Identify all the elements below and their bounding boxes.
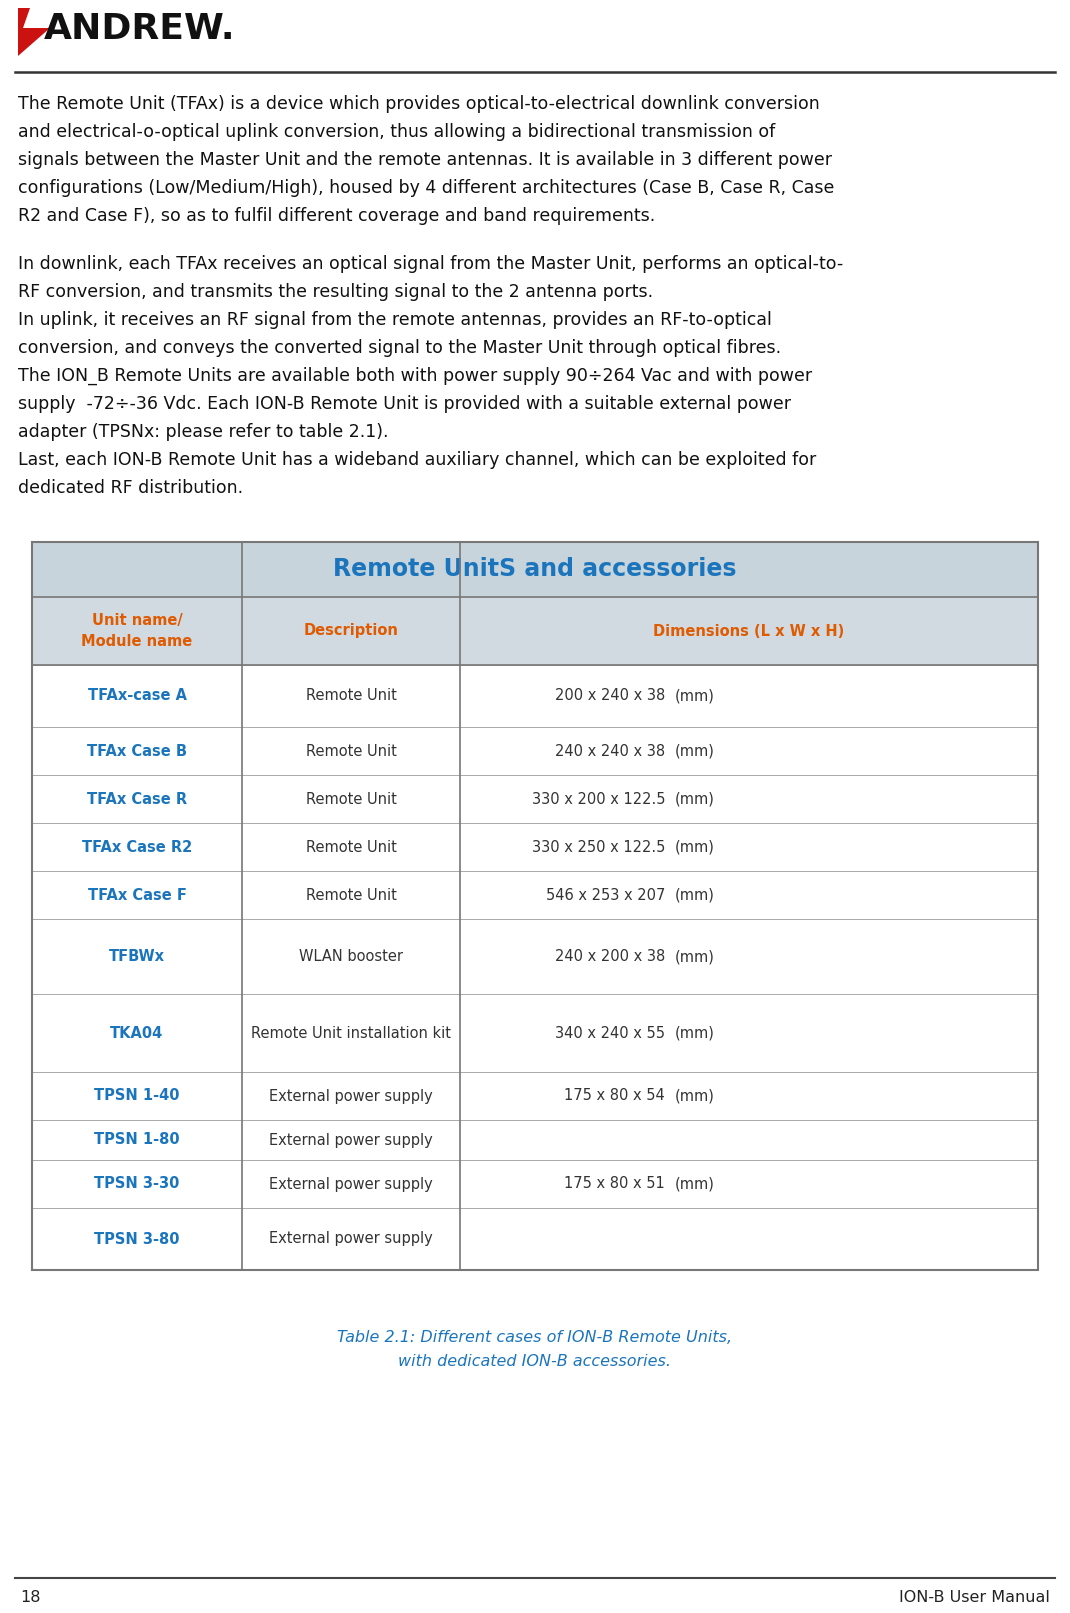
Text: Last, each ION-B Remote Unit has a wideband auxiliary channel, which can be expl: Last, each ION-B Remote Unit has a wideb…: [18, 452, 816, 469]
Text: Remote Unit: Remote Unit: [306, 792, 397, 806]
Text: (mm): (mm): [675, 792, 715, 806]
Text: Remote Unit: Remote Unit: [306, 887, 397, 903]
Text: RF conversion, and transmits the resulting signal to the 2 antenna ports.: RF conversion, and transmits the resulti…: [18, 282, 653, 302]
Text: WLAN booster: WLAN booster: [299, 948, 403, 965]
Text: 175 x 80 x 51: 175 x 80 x 51: [564, 1176, 664, 1192]
Text: 18: 18: [20, 1590, 41, 1605]
Text: conversion, and conveys the converted signal to the Master Unit through optical : conversion, and conveys the converted si…: [18, 339, 781, 356]
Text: Unit name/
Module name: Unit name/ Module name: [81, 613, 193, 648]
Text: Table 2.1: Different cases of ION-B Remote Units,: Table 2.1: Different cases of ION-B Remo…: [337, 1331, 733, 1345]
Text: 546 x 253 x 207: 546 x 253 x 207: [546, 887, 664, 903]
Text: Remote Unit: Remote Unit: [306, 689, 397, 703]
Bar: [32, 542, 1038, 1269]
Text: External power supply: External power supply: [270, 1176, 433, 1192]
Text: signals between the Master Unit and the remote antennas. It is available in 3 di: signals between the Master Unit and the …: [18, 152, 832, 169]
Text: (mm): (mm): [675, 839, 715, 855]
Bar: [32, 542, 1038, 597]
Text: 340 x 240 x 55: 340 x 240 x 55: [555, 1026, 664, 1040]
Text: (mm): (mm): [675, 744, 715, 758]
Text: The ION_B Remote Units are available both with power supply 90÷264 Vac and with : The ION_B Remote Units are available bot…: [18, 368, 812, 386]
Text: Remote Unit: Remote Unit: [306, 839, 397, 855]
Text: TKA04: TKA04: [110, 1026, 164, 1040]
Text: R2 and Case F), so as to fulfil different coverage and band requirements.: R2 and Case F), so as to fulfil differen…: [18, 206, 655, 224]
Text: TFAx-case A: TFAx-case A: [88, 689, 186, 703]
Text: In uplink, it receives an RF signal from the remote antennas, provides an RF-to-: In uplink, it receives an RF signal from…: [18, 311, 771, 329]
Text: TPSN 1-40: TPSN 1-40: [94, 1089, 180, 1103]
Text: TFBWx: TFBWx: [109, 948, 165, 965]
Text: TFAx Case R2: TFAx Case R2: [82, 839, 193, 855]
Text: adapter (TPSNx: please refer to table 2.1).: adapter (TPSNx: please refer to table 2.…: [18, 423, 388, 440]
Text: 330 x 250 x 122.5: 330 x 250 x 122.5: [532, 839, 664, 855]
Text: 240 x 240 x 38: 240 x 240 x 38: [555, 744, 664, 758]
Text: (mm): (mm): [675, 1176, 715, 1192]
Text: (mm): (mm): [675, 1089, 715, 1103]
Text: Remote UnitS and accessories: Remote UnitS and accessories: [333, 558, 737, 582]
Text: (mm): (mm): [675, 948, 715, 965]
Text: External power supply: External power supply: [270, 1231, 433, 1247]
Bar: [32, 597, 1038, 665]
Text: External power supply: External power supply: [270, 1132, 433, 1147]
Text: ION-B User Manual: ION-B User Manual: [899, 1590, 1050, 1605]
Polygon shape: [18, 8, 50, 56]
Text: (mm): (mm): [675, 689, 715, 703]
Text: 240 x 200 x 38: 240 x 200 x 38: [554, 948, 664, 965]
Text: TPSN 3-80: TPSN 3-80: [94, 1231, 180, 1247]
Text: TFAx Case B: TFAx Case B: [87, 744, 187, 758]
Text: 200 x 240 x 38: 200 x 240 x 38: [554, 689, 664, 703]
Text: (mm): (mm): [675, 1026, 715, 1040]
Text: supply  -72÷-36 Vdc. Each ION-B Remote Unit is provided with a suitable external: supply -72÷-36 Vdc. Each ION-B Remote Un…: [18, 395, 791, 413]
Text: 330 x 200 x 122.5: 330 x 200 x 122.5: [532, 792, 664, 806]
Text: Remote Unit: Remote Unit: [306, 744, 397, 758]
Text: TPSN 3-30: TPSN 3-30: [94, 1176, 180, 1192]
Text: 175 x 80 x 54: 175 x 80 x 54: [564, 1089, 664, 1103]
Text: Remote Unit installation kit: Remote Unit installation kit: [251, 1026, 450, 1040]
Text: Dimensions (L x W x H): Dimensions (L x W x H): [654, 624, 844, 639]
Text: In downlink, each TFAx receives an optical signal from the Master Unit, performs: In downlink, each TFAx receives an optic…: [18, 255, 843, 273]
Text: (mm): (mm): [675, 887, 715, 903]
Text: TPSN 1-80: TPSN 1-80: [94, 1132, 180, 1147]
Text: External power supply: External power supply: [270, 1089, 433, 1103]
Text: and electrical-o-optical uplink conversion, thus allowing a bidirectional transm: and electrical-o-optical uplink conversi…: [18, 123, 776, 140]
Text: The Remote Unit (TFAx) is a device which provides optical-to-electrical downlink: The Remote Unit (TFAx) is a device which…: [18, 95, 820, 113]
Text: dedicated RF distribution.: dedicated RF distribution.: [18, 479, 243, 497]
Text: configurations (Low/Medium/High), housed by 4 different architectures (Case B, C: configurations (Low/Medium/High), housed…: [18, 179, 835, 197]
Text: ANDREW.: ANDREW.: [44, 11, 235, 47]
Text: TFAx Case F: TFAx Case F: [88, 887, 186, 903]
Text: with dedicated ION-B accessories.: with dedicated ION-B accessories.: [398, 1353, 672, 1369]
Text: Description: Description: [304, 624, 398, 639]
Text: TFAx Case R: TFAx Case R: [87, 792, 187, 806]
